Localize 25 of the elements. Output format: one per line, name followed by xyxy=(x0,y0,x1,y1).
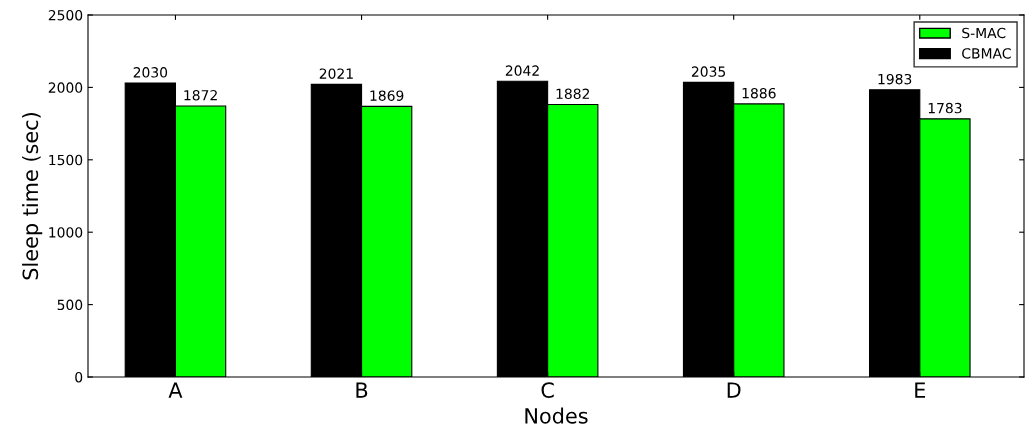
data-label: 2035 xyxy=(691,66,726,77)
data-label: 1983 xyxy=(878,73,912,85)
x-tick-label: D xyxy=(727,382,741,398)
legend-label: CBMAC xyxy=(962,48,1011,59)
data-label: 1886 xyxy=(742,87,776,99)
x-axis-title: Nodes xyxy=(525,407,588,424)
x-tick-label: C xyxy=(541,382,554,398)
data-label: 1882 xyxy=(556,88,590,100)
y-tick-label: 2500 xyxy=(48,9,83,21)
legend-label: S-MAC xyxy=(962,27,1006,39)
y-tick-label: 1500 xyxy=(49,154,83,166)
data-label: 1869 xyxy=(370,90,404,101)
y-tick-label: 2000 xyxy=(48,82,83,93)
x-tick-label: A xyxy=(168,382,183,398)
x-tick-label: B xyxy=(356,382,368,398)
data-label: 2042 xyxy=(505,65,539,76)
y-tick-label: 0 xyxy=(75,371,83,383)
y-axis-title: Sleep time (sec) xyxy=(22,113,43,280)
y-tick-label: 500 xyxy=(57,299,83,311)
data-label: 2030 xyxy=(133,67,168,78)
data-label: 2021 xyxy=(319,68,353,79)
data-label: 1872 xyxy=(184,89,217,101)
y-tick-label: 1000 xyxy=(49,227,83,238)
data-label: 1783 xyxy=(928,102,962,114)
x-tick-label: E xyxy=(915,382,926,398)
